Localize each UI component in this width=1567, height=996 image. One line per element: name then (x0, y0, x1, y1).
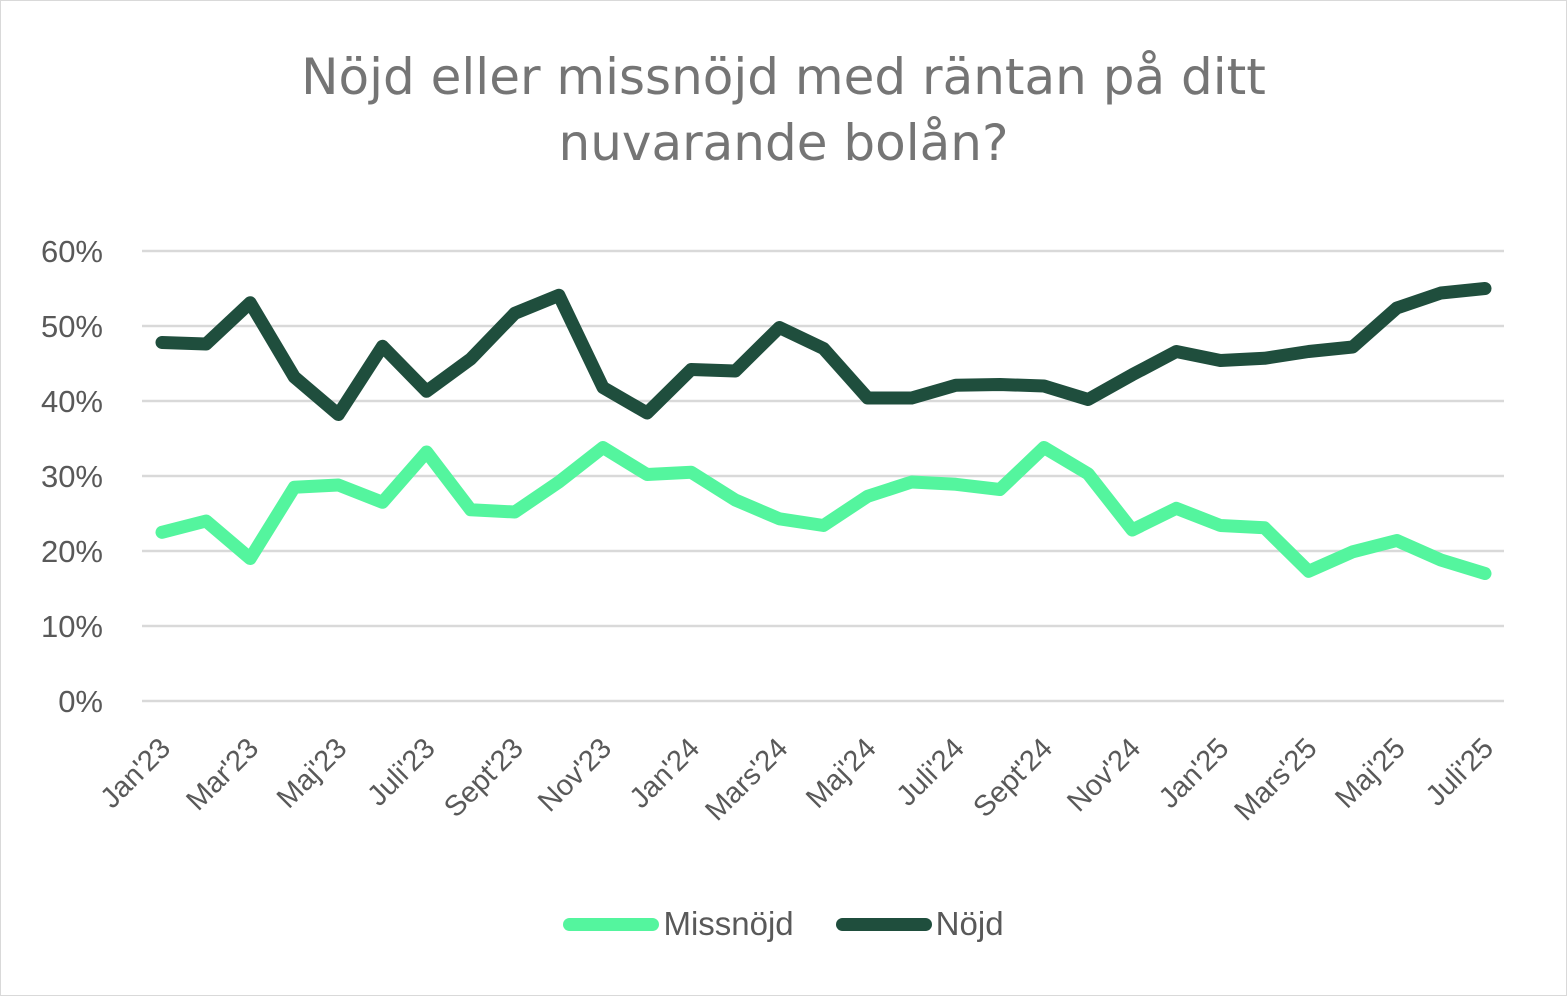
x-tick-label: Jan'25 (1153, 732, 1235, 814)
x-tick-label: Juli'24 (891, 732, 971, 812)
x-tick-label: Sept'23 (438, 732, 530, 824)
x-tick-label: Mars'25 (1229, 732, 1324, 827)
x-tick-label: Mars'24 (699, 732, 794, 827)
legend-item-missnojd: Missnöjd (563, 905, 794, 943)
x-tick-label: Nov'23 (532, 732, 618, 818)
y-axis-ticks: 0% 10% 20% 30% 40% 50% 60% (41, 234, 103, 719)
y-tick-label: 10% (41, 609, 103, 644)
x-tick-label: Sept'24 (967, 732, 1059, 824)
x-tick-label: Maj'23 (271, 732, 353, 814)
legend-swatch-missnojd (563, 917, 660, 931)
gridlines (142, 249, 1504, 703)
legend-swatch-nojd (835, 917, 932, 931)
chart-title-line-2: nuvarande bolån? (558, 114, 1009, 172)
legend: Missnöjd Nöjd (0, 905, 1567, 943)
legend-item-nojd: Nöjd (835, 905, 1004, 943)
chart-title-line-1: Nöjd eller missnöjd med räntan på ditt (301, 48, 1266, 106)
x-tick-label: Juli'25 (1420, 732, 1500, 812)
y-tick-label: 50% (41, 309, 103, 344)
x-tick-label: Maj'25 (1329, 732, 1411, 814)
y-tick-label: 40% (41, 384, 103, 419)
x-tick-label: Jan'24 (624, 732, 706, 814)
chart-title: Nöjd eller missnöjd med räntan på ditt n… (0, 44, 1567, 176)
series-line-nojd (155, 282, 1492, 421)
y-tick-label: 30% (41, 459, 103, 494)
legend-label-missnojd: Missnöjd (663, 905, 794, 942)
x-tick-label: Jan'23 (95, 732, 177, 814)
y-tick-label: 0% (58, 684, 103, 719)
x-tick-label: Juli'23 (361, 732, 441, 812)
series-lines (155, 282, 1492, 580)
y-tick-label: 60% (41, 234, 103, 269)
x-tick-label: Maj'24 (800, 732, 882, 814)
y-tick-label: 20% (41, 534, 103, 569)
legend-label-nojd: Nöjd (935, 905, 1004, 942)
x-tick-label: Mar'23 (180, 732, 265, 817)
series-line-missnojd (155, 441, 1492, 580)
x-tick-label: Nov'24 (1061, 732, 1147, 818)
